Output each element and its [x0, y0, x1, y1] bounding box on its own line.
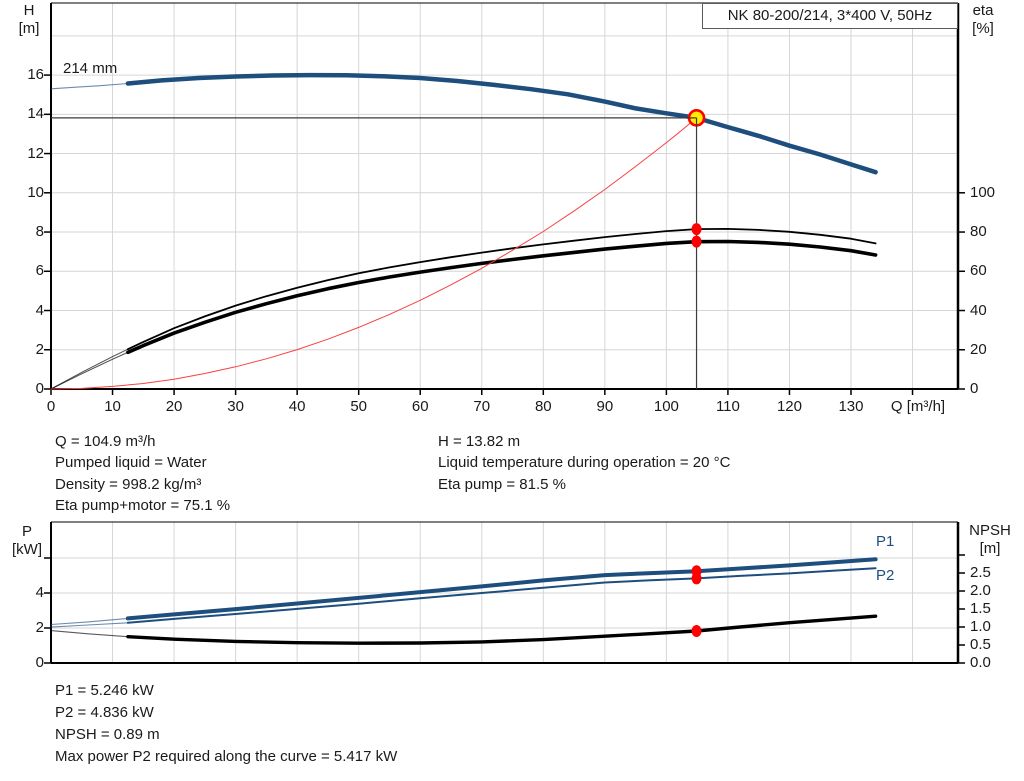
annotation-h: H = 13.82 m [438, 433, 521, 450]
q-axis-unit: Q [m³/h] [890, 398, 946, 415]
q-tick-label: 40 [288, 398, 306, 415]
q-tick-label: 90 [596, 398, 614, 415]
eta-tick-label: 100 [970, 183, 996, 201]
annotation-density: Density = 998.2 kg/m³ [55, 476, 202, 493]
curve-p1-power-input [125, 557, 878, 621]
q-tick-label: 80 [534, 398, 552, 415]
eta-tick-label: 80 [970, 223, 987, 241]
npsh-tick-label: 1.5 [970, 600, 991, 617]
eta-axis-title: eta [972, 2, 994, 19]
annotation-q: Q = 104.9 m³/h [55, 433, 156, 450]
h-tick-label: 10 [27, 183, 44, 201]
duty-power-marker [691, 572, 702, 585]
p-tick-label: 2 [35, 619, 44, 636]
npsh-axis-title: NPSH [969, 522, 1011, 539]
annotation-temperature: Liquid temperature during operation = 20… [438, 454, 731, 471]
h-tick-label: 4 [35, 301, 44, 319]
h-tick-label: 8 [35, 223, 44, 241]
h-axis-title: H [23, 2, 35, 19]
p-axis-unit: [kW] [12, 541, 42, 558]
curve-npsh-thin-start [50, 630, 128, 638]
annotation-eta-total: Eta pump+motor = 75.1 % [55, 497, 231, 514]
pump-title-box: NK 80-200/214, 3*400 V, 50Hz [702, 3, 958, 29]
q-tick-label: 10 [104, 398, 121, 415]
duty-eta-marker [691, 235, 702, 248]
h-tick-label: 16 [27, 66, 44, 84]
curve-eta-pump-plus-motor-thin-start [50, 351, 129, 390]
curve-head-214mm [125, 72, 878, 175]
power-chart-plot-area[interactable] [51, 522, 958, 663]
eta-tick-label: 60 [970, 262, 987, 280]
p-tick-label: 4 [35, 584, 44, 601]
duty-power-marker [691, 624, 702, 637]
npsh-tick-label: 0.5 [970, 636, 991, 653]
q-tick-label: 50 [350, 398, 368, 415]
q-tick-label: 30 [227, 398, 244, 415]
h-axis-unit: [m] [18, 20, 40, 37]
h-tick-label: 12 [27, 144, 44, 162]
curve-head-214mm-thin-start [50, 82, 128, 90]
curve-p2-shaft-power-thin-start [50, 622, 128, 628]
h-tick-label: 2 [35, 340, 44, 358]
eta-axis-unit: [%] [972, 20, 994, 37]
eta-tick-label: 20 [970, 340, 987, 358]
npsh-tick-label: 2.0 [970, 582, 991, 599]
curve-system-curve [50, 117, 697, 390]
p-axis-title: P [21, 523, 32, 540]
p-tick-label: 0 [35, 654, 44, 671]
q-tick-label: 130 [838, 398, 864, 415]
q-tick-label: 70 [473, 398, 491, 415]
h-tick-label: 0 [35, 380, 44, 397]
q-tick-label: 100 [653, 398, 679, 415]
annotation-liquid: Pumped liquid = Water [55, 454, 207, 471]
npsh-axis-unit: [m] [979, 540, 1001, 557]
eta-tick-label: 40 [970, 301, 987, 319]
curve-eta-pump-plus-motor [126, 239, 878, 355]
impeller-curve-label: 214 mm [63, 60, 118, 77]
npsh-tick-label: 0.0 [970, 654, 991, 671]
annotation-p1: P1 = 5.246 kW [55, 682, 154, 699]
curve-eta-pump-thin-start [50, 348, 129, 390]
annotation-p2: P2 = 4.836 kW [55, 704, 154, 721]
q-tick-label: 60 [411, 398, 429, 415]
h-tick-label: 6 [35, 262, 44, 280]
curve-p2-shaft-power [126, 567, 877, 624]
eta-tick-label: 0 [970, 380, 979, 397]
curve-npsh [126, 614, 878, 645]
annotation-eta-pump: Eta pump = 81.5 % [438, 476, 566, 493]
head-chart-plot-area[interactable] [51, 3, 958, 389]
curve-p1-power-input-thin-start [50, 617, 128, 626]
q-tick-label: 110 [715, 398, 740, 415]
annotation-max-power: Max power P2 required along the curve = … [55, 748, 398, 765]
curve-eta-pump [127, 227, 877, 351]
p1-curve-label: P1 [876, 533, 895, 550]
q-tick-label: 0 [46, 398, 56, 415]
h-tick-label: 14 [27, 105, 44, 123]
p2-curve-label: P2 [876, 567, 895, 584]
npsh-tick-label: 2.5 [970, 564, 991, 581]
q-tick-label: 20 [165, 398, 183, 415]
npsh-tick-label: 1.0 [970, 618, 991, 635]
annotation-npsh: NPSH = 0.89 m [55, 726, 160, 743]
duty-eta-marker [691, 223, 702, 236]
q-tick-label: 120 [776, 398, 802, 415]
